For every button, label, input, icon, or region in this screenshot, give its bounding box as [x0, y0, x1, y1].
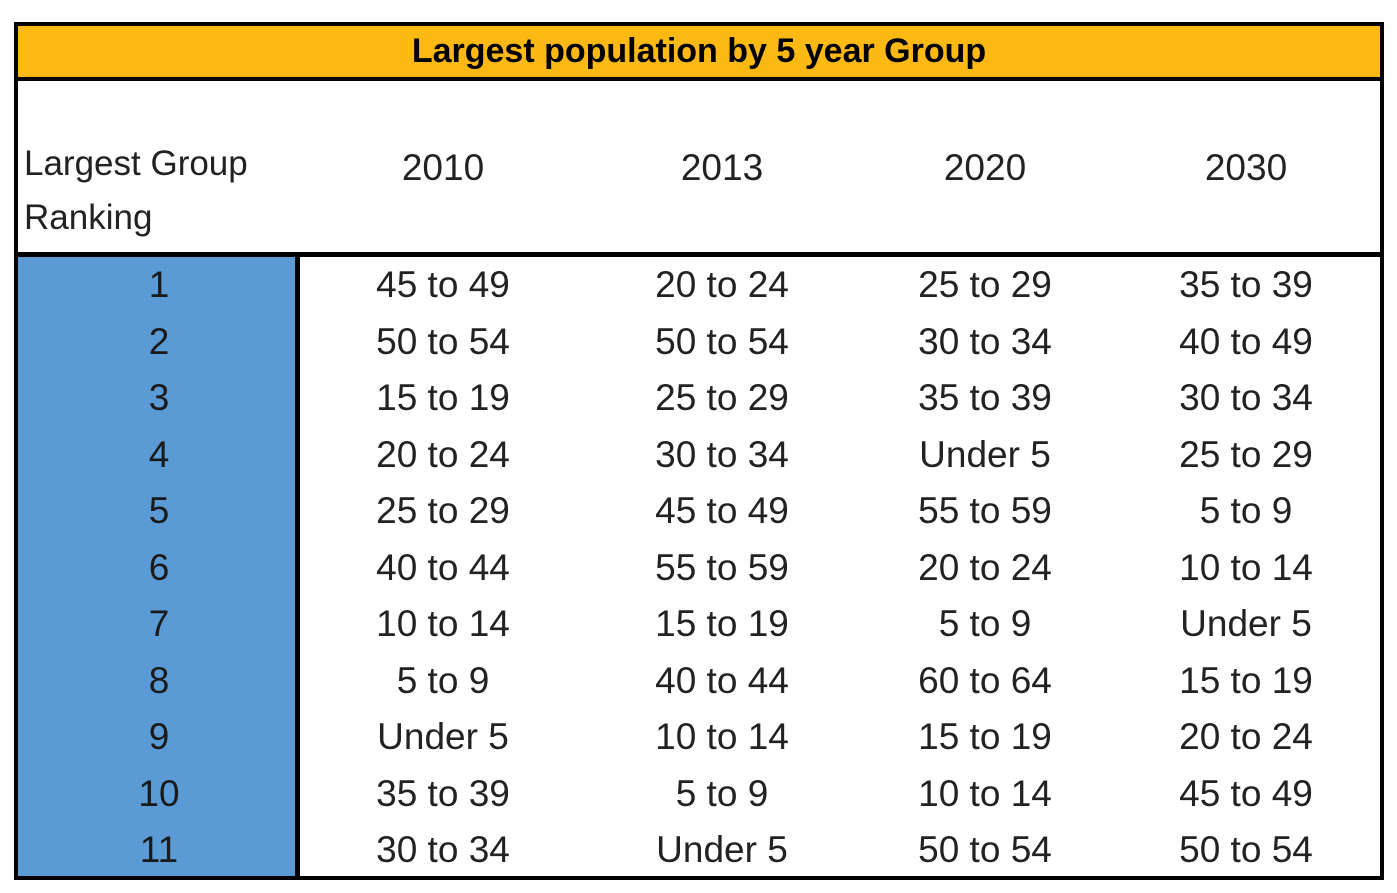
year-header-0: 2010 — [401, 147, 485, 188]
rank-cell: 4 — [148, 433, 170, 475]
table-body: 1 45 to 49 20 to 24 25 to 29 35 to 39 2 50 to … — [14, 257, 1384, 880]
age-group-cell-2030: 35 to 39 — [1179, 264, 1313, 306]
age-group-cell-2010: 10 to 14 — [376, 603, 510, 645]
age-group-cell-2013: Under 5 — [656, 829, 788, 871]
rank-cell: 11 — [139, 829, 179, 871]
age-group-cell-2010: 20 to 24 — [376, 433, 510, 475]
age-group-cell-2020: 60 to 64 — [918, 659, 1052, 701]
table-row: 2 50 to 54 50 to 54 30 to 34 40 to 49 — [18, 314, 1380, 371]
age-group-cell-2030: 25 to 29 — [1179, 433, 1313, 475]
age-group-cell-2013: 45 to 49 — [655, 490, 789, 532]
age-group-cell-2030: 45 to 49 — [1179, 772, 1313, 814]
table-row: 7 10 to 14 15 to 19 5 to 9 Under 5 — [18, 596, 1380, 653]
age-group-cell-2030: 5 to 9 — [1199, 490, 1293, 532]
table-row: 6 40 to 44 55 to 59 20 to 24 10 to 14 — [18, 540, 1380, 597]
rank-cell: 5 — [148, 490, 170, 532]
year-header-2: 2020 — [943, 147, 1027, 188]
rank-cell: 3 — [148, 377, 170, 419]
age-group-cell-2013: 40 to 44 — [655, 659, 789, 701]
rank-column — [18, 257, 300, 876]
age-group-cell-2010: 50 to 54 — [376, 320, 510, 362]
age-group-cell-2030: Under 5 — [1180, 603, 1312, 645]
age-group-cell-2020: 10 to 14 — [918, 772, 1052, 814]
age-group-cell-2030: 20 to 24 — [1179, 716, 1313, 758]
age-group-cell-2030: 15 to 19 — [1179, 659, 1313, 701]
table-row: 10 35 to 39 5 to 9 10 to 14 45 to 49 — [18, 766, 1380, 823]
table-row: 1 45 to 49 20 to 24 25 to 29 35 to 39 — [18, 257, 1380, 314]
age-group-cell-2013: 5 to 9 — [675, 772, 769, 814]
age-group-cell-2010: 15 to 19 — [376, 377, 510, 419]
age-group-cell-2010: 25 to 29 — [376, 490, 510, 532]
age-group-cell-2020: 55 to 59 — [918, 490, 1052, 532]
age-group-cell-2013: 50 to 54 — [655, 320, 789, 362]
header-row: Largest Group Ranking 2010 2013 2020 2030 — [14, 81, 1384, 257]
age-group-cell-2010: 45 to 49 — [376, 264, 510, 306]
age-group-cell-2020: Under 5 — [919, 433, 1051, 475]
age-group-cell-2013: 55 to 59 — [655, 546, 789, 588]
age-group-cell-2013: 30 to 34 — [655, 433, 789, 475]
age-group-cell-2020: 20 to 24 — [918, 546, 1052, 588]
table-row: 11 30 to 34 Under 5 50 to 54 50 to 54 — [18, 822, 1380, 879]
age-group-cell-2010: 35 to 39 — [376, 772, 510, 814]
age-group-cell-2013: 15 to 19 — [655, 603, 789, 645]
age-group-cell-2010: 5 to 9 — [396, 659, 490, 701]
age-group-cell-2020: 15 to 19 — [918, 716, 1052, 758]
population-ranking-table: Largest population by 5 year Group Large… — [14, 22, 1384, 880]
age-group-cell-2013: 10 to 14 — [655, 716, 789, 758]
age-group-cell-2020: 30 to 34 — [918, 320, 1052, 362]
rank-cell: 10 — [138, 772, 180, 814]
year-header-3: 2030 — [1204, 147, 1288, 188]
age-group-cell-2030: 50 to 54 — [1179, 829, 1313, 871]
age-group-cell-2020: 25 to 29 — [918, 264, 1052, 306]
age-group-cell-2020: 35 to 39 — [918, 377, 1052, 419]
age-group-cell-2010: 30 to 34 — [376, 829, 510, 871]
rank-cell: 8 — [148, 659, 170, 701]
table-row: 8 5 to 9 40 to 44 60 to 64 15 to 19 — [18, 653, 1380, 710]
table-row: 4 20 to 24 30 to 34 Under 5 25 to 29 — [18, 427, 1380, 484]
rank-cell: 6 — [148, 546, 170, 588]
year-header-1: 2013 — [680, 147, 764, 188]
table-title: Largest population by 5 year Group — [14, 22, 1384, 81]
rank-column-header: Largest Group Ranking — [24, 144, 248, 237]
age-group-cell-2030: 40 to 49 — [1179, 320, 1313, 362]
table-row: 9 Under 5 10 to 14 15 to 19 20 to 24 — [18, 709, 1380, 766]
age-group-cell-2010: Under 5 — [377, 716, 509, 758]
table-row: 3 15 to 19 25 to 29 35 to 39 30 to 34 — [18, 370, 1380, 427]
table-row: 5 25 to 29 45 to 49 55 to 59 5 to 9 — [18, 483, 1380, 540]
age-group-cell-2010: 40 to 44 — [376, 546, 510, 588]
age-group-cell-2020: 5 to 9 — [938, 603, 1032, 645]
age-group-cell-2013: 20 to 24 — [655, 264, 789, 306]
age-group-cell-2020: 50 to 54 — [918, 829, 1052, 871]
rank-cell: 9 — [148, 716, 170, 758]
age-group-cell-2013: 25 to 29 — [655, 377, 789, 419]
age-group-cell-2030: 10 to 14 — [1179, 546, 1313, 588]
rank-cell: 2 — [148, 320, 170, 362]
rank-cell: 7 — [148, 603, 170, 645]
rank-cell: 1 — [148, 264, 170, 306]
age-group-cell-2030: 30 to 34 — [1179, 377, 1313, 419]
